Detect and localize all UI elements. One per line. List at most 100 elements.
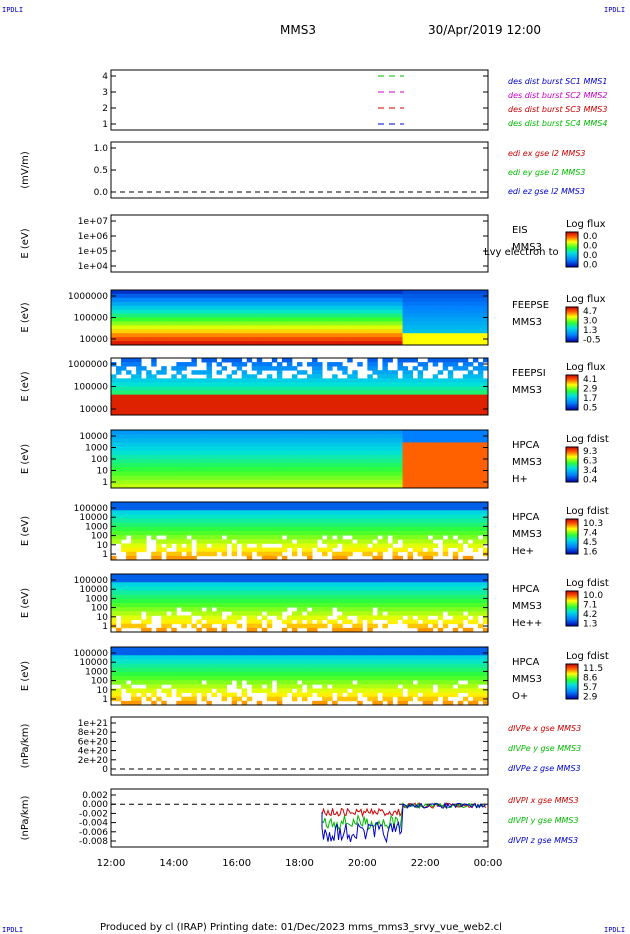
y-tick-label: 10000 — [79, 432, 108, 442]
colorbar-tick: 4.2 — [583, 610, 597, 620]
panel-feeps_i — [110, 357, 579, 416]
instrument-label: HPCA — [512, 440, 540, 451]
y-tick-label: -0.002 — [79, 809, 108, 819]
colorbar — [565, 231, 579, 268]
instrument-label: He+ — [512, 546, 534, 557]
legend-entry: dIVPe x gse MMS3 — [508, 724, 581, 733]
panel-feeps_e — [110, 289, 579, 346]
y-tick-label: 4 — [102, 72, 108, 82]
panel-burst — [110, 69, 489, 131]
colorbar-tick: 0.0 — [583, 242, 598, 252]
colorbar-tick: 7.4 — [583, 529, 598, 539]
overlay-note: Lvy electron to — [484, 247, 559, 258]
colorbar-tick: 4.1 — [583, 375, 597, 385]
y-tick-label: -0.008 — [79, 837, 108, 847]
instrument-label: O+ — [512, 691, 528, 702]
y-tick-label: 0.002 — [82, 791, 108, 801]
time-tick-label: 22:00 — [411, 858, 440, 869]
y-tick-label: 1000000 — [68, 360, 108, 370]
y-tick-label: 0 — [102, 765, 108, 775]
time-tick-label: 00:00 — [474, 858, 503, 869]
corner-tag-bottom-right: IPDLI — [604, 926, 625, 934]
panel-hpca_o — [110, 646, 579, 706]
y-tick-label: 0.000 — [82, 800, 108, 810]
corner-tag-top-right: IPDLI — [604, 6, 625, 14]
instrument-label: HPCA — [512, 657, 540, 668]
colorbar-title: Log flux — [566, 362, 606, 373]
y-tick-label: 1 — [102, 695, 108, 705]
corner-tag-bottom-left: IPDLI — [2, 926, 23, 934]
y-axis-label: (nPa/km) — [20, 796, 31, 841]
time-tick-label: 14:00 — [159, 858, 188, 869]
y-tick-label: 1e+05 — [78, 247, 108, 257]
colorbar-title: Log fdist — [566, 506, 609, 517]
colorbar-tick: 4.7 — [583, 307, 597, 317]
colorbar-tick: 0.0 — [583, 251, 598, 261]
colorbar-tick: 3.4 — [583, 466, 598, 476]
panel-divpi — [110, 788, 489, 848]
footer-caption: Produced by cl (IRAP) Printing date: 01/… — [100, 922, 502, 933]
colorbar-title: Log fdist — [566, 578, 609, 589]
y-tick-label: 1 — [102, 478, 108, 488]
corner-tag-top-left: IPDLI — [2, 6, 23, 14]
instrument-label: MMS3 — [512, 242, 542, 253]
panel-hpca_hepp — [110, 573, 579, 633]
colorbar-tick: 6.3 — [583, 457, 597, 467]
y-tick-label: 3 — [102, 88, 108, 98]
colorbar-tick: 1.7 — [583, 394, 597, 404]
y-tick-label: 100000 — [74, 504, 109, 514]
colorbar — [565, 446, 579, 483]
legend-entry: dIVPI z gse MMS3 — [508, 836, 578, 845]
y-tick-label: -0.006 — [79, 828, 108, 838]
instrument-label: FEEPSE — [512, 300, 549, 311]
y-tick-label: 10 — [97, 686, 109, 696]
instrument-label: MMS3 — [512, 457, 542, 468]
panel-edi — [110, 141, 489, 199]
panel-frame — [110, 214, 489, 273]
colorbar-tick: 0.5 — [583, 404, 597, 414]
y-tick-label: -0.004 — [79, 819, 108, 829]
legend-entry: des dist burst SC3 MMS3 — [508, 105, 607, 114]
panel-frame — [110, 573, 489, 633]
colorbar — [565, 518, 579, 555]
time-tick-label: 20:00 — [348, 858, 377, 869]
colorbar-tick: 2.9 — [583, 385, 598, 395]
y-tick-label: 1e+04 — [78, 262, 109, 272]
time-tick-label: 16:00 — [222, 858, 251, 869]
colorbar-tick: 1.6 — [583, 548, 598, 558]
y-tick-label: 10 — [97, 613, 109, 623]
y-tick-label: 100 — [91, 455, 108, 465]
colorbar-tick: 10.3 — [583, 519, 603, 529]
colorbar-title: Log flux — [566, 219, 606, 230]
panels-group: 4 3 2 1 des dist burst SC1 MMS1 des dist burs… — [20, 69, 609, 848]
colorbar-title: Log fdist — [566, 434, 609, 445]
y-tick-label: 100000 — [74, 314, 109, 324]
colorbar — [565, 590, 579, 627]
y-tick-label: 2 — [102, 104, 108, 114]
panel-frame — [110, 501, 489, 561]
panel-frame — [110, 141, 489, 199]
y-axis-label: E (eV) — [20, 516, 31, 546]
colorbar-tick: 7.1 — [583, 601, 597, 611]
y-tick-label: 0.0 — [94, 188, 109, 198]
colorbar — [565, 663, 579, 700]
y-tick-label: 100000 — [74, 649, 109, 659]
panel-frame — [110, 716, 489, 776]
y-axis-label: E (eV) — [20, 444, 31, 474]
y-tick-label: 1000 — [85, 522, 108, 532]
colorbar — [565, 306, 579, 343]
y-axis-label: (mV/m) — [20, 151, 31, 189]
colorbar — [565, 374, 579, 411]
header-spacecraft: MMS3 — [280, 23, 316, 37]
series-line — [321, 801, 486, 844]
y-tick-label: 100 — [91, 677, 108, 687]
legend-entry: des dist burst SC2 MMS2 — [508, 91, 607, 100]
colorbar-tick: 11.5 — [583, 664, 603, 674]
instrument-label: FEEPSI — [512, 368, 546, 379]
instrument-label: MMS3 — [512, 601, 542, 612]
y-tick-label: 10 — [97, 467, 109, 477]
legend-entry: edi ex gse l2 MMS3 — [508, 149, 586, 158]
colorbar-title: Log flux — [566, 294, 606, 305]
y-axis-label: E (eV) — [20, 228, 31, 258]
legend-entry: des dist burst SC1 MMS1 — [508, 77, 607, 86]
